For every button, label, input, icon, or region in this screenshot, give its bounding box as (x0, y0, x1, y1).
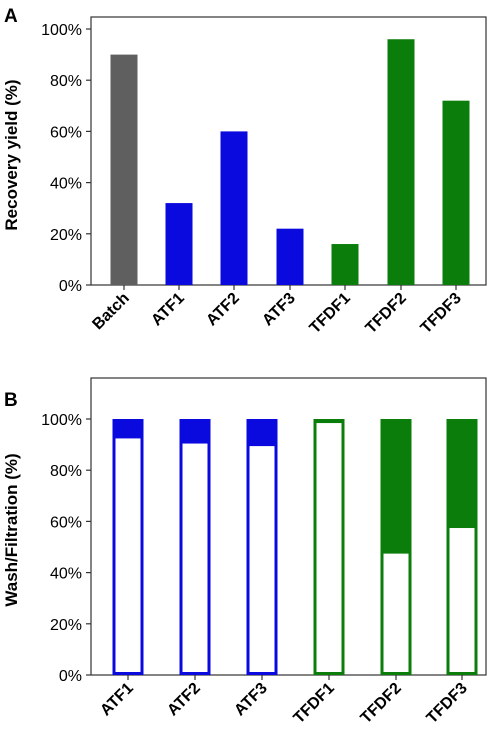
panel-a-bar-tfdf1 (331, 244, 359, 285)
panel-b-category-label: ATF1 (97, 680, 137, 720)
panel-a-y-axis-title: Recovery yield (%) (2, 79, 21, 230)
panel-b-category-label: TFDF1 (291, 680, 338, 727)
panel-b-bar-solid-tfdf2 (380, 419, 412, 553)
panel-a-bar-atf1 (165, 203, 193, 285)
panel-b-y-tick-label: 60% (50, 514, 82, 531)
panel-a-category-label: ATF1 (148, 290, 188, 330)
panel-a-y-tick-label: 0% (59, 278, 82, 295)
panel-b-bar-solid-atf3 (246, 419, 278, 445)
panel-a-category-label: ATF2 (203, 290, 243, 330)
panel-a-y-tick-label: 20% (50, 227, 82, 244)
panel-b-plot-frame (90, 377, 487, 676)
panel-a-category-label: TFDF2 (363, 290, 410, 337)
panel-b-bar-solid-tfdf1 (313, 419, 345, 422)
panel-a-bar-tfdf3 (442, 100, 470, 286)
panel-b-bar-open-atf1 (112, 435, 144, 676)
panel-b-bar-solid-atf2 (179, 419, 211, 443)
panel-a-bar-tfdf2 (387, 39, 415, 285)
panel-b-label: B (4, 390, 18, 411)
panel-a-category-label: TFDF1 (307, 290, 354, 337)
panel-a-y-tick-label: 80% (50, 73, 82, 90)
panel-b-bar-open-tfdf1 (313, 420, 345, 675)
panel-a-y-tick-label: 40% (50, 176, 82, 193)
panel-a-y-tick-label: 100% (41, 22, 82, 39)
panel-a-bar-atf2 (220, 131, 248, 285)
panel-b-bar-solid-atf1 (112, 419, 144, 437)
panel-b-y-tick-label: 100% (41, 412, 82, 429)
panel-b-bar-solid-tfdf3 (446, 419, 478, 527)
panel-b-bar-open-tfdf3 (446, 525, 478, 676)
panel-a-bar-atf3 (276, 228, 304, 285)
panel-a: A Recovery yield (%) 0%20%40%60%80%100% … (2, 6, 487, 337)
panel-b-category-label: TFDF2 (358, 680, 405, 727)
panel-b: B Wash/Filtration (%) 0% 20% 40% 60% 80% 100%… (2, 377, 487, 727)
panel-b-y-axis-title: Wash/Filtration (%) (2, 453, 21, 606)
panel-b-y-tick-label: 80% (50, 463, 82, 480)
panel-a-category-label: ATF3 (259, 290, 299, 330)
panel-b-bar-open-atf2 (179, 440, 211, 676)
panel-a-category-label: Batch (89, 290, 132, 333)
panel-b-category-label: TFDF3 (424, 680, 471, 727)
panel-b-category-label: ATF2 (164, 680, 204, 720)
panel-a-bar-batch (110, 54, 138, 285)
panel-b-category-label: ATF3 (231, 680, 271, 720)
panel-b-y-tick-label: 40% (50, 566, 82, 583)
panel-b-bar-open-tfdf2 (380, 550, 412, 675)
panel-b-y-tick-label: 0% (59, 668, 82, 685)
panel-a-y-tick-label: 60% (50, 124, 82, 141)
panel-b-y-tick-label: 20% (50, 617, 82, 634)
panel-b-bar-open-atf3 (246, 443, 278, 675)
panel-a-category-label: TFDF3 (418, 290, 465, 337)
panel-a-label: A (4, 6, 18, 27)
